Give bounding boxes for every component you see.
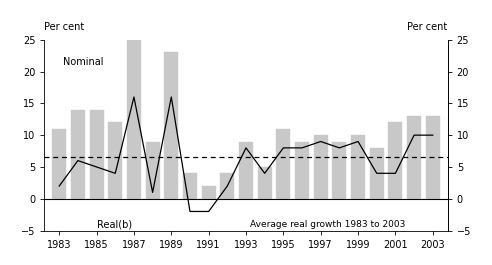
Bar: [407, 116, 421, 199]
Bar: [333, 142, 346, 199]
Bar: [52, 129, 66, 199]
Text: Per cent: Per cent: [44, 22, 85, 32]
Bar: [164, 52, 178, 199]
Bar: [426, 116, 440, 199]
Text: Average real growth 1983 to 2003: Average real growth 1983 to 2003: [250, 220, 405, 229]
Bar: [202, 186, 215, 199]
Text: Real(b): Real(b): [96, 219, 132, 229]
Bar: [388, 122, 402, 199]
Bar: [258, 167, 272, 199]
Text: Per cent: Per cent: [407, 22, 448, 32]
Bar: [71, 110, 85, 199]
Bar: [239, 142, 253, 199]
Bar: [108, 122, 122, 199]
Bar: [183, 173, 197, 199]
Bar: [351, 135, 365, 199]
Bar: [146, 142, 159, 199]
Bar: [370, 148, 384, 199]
Bar: [220, 173, 234, 199]
Bar: [314, 135, 328, 199]
Bar: [127, 40, 141, 199]
Bar: [277, 129, 290, 199]
Bar: [90, 110, 104, 199]
Bar: [295, 142, 309, 199]
Text: Nominal: Nominal: [63, 57, 103, 67]
